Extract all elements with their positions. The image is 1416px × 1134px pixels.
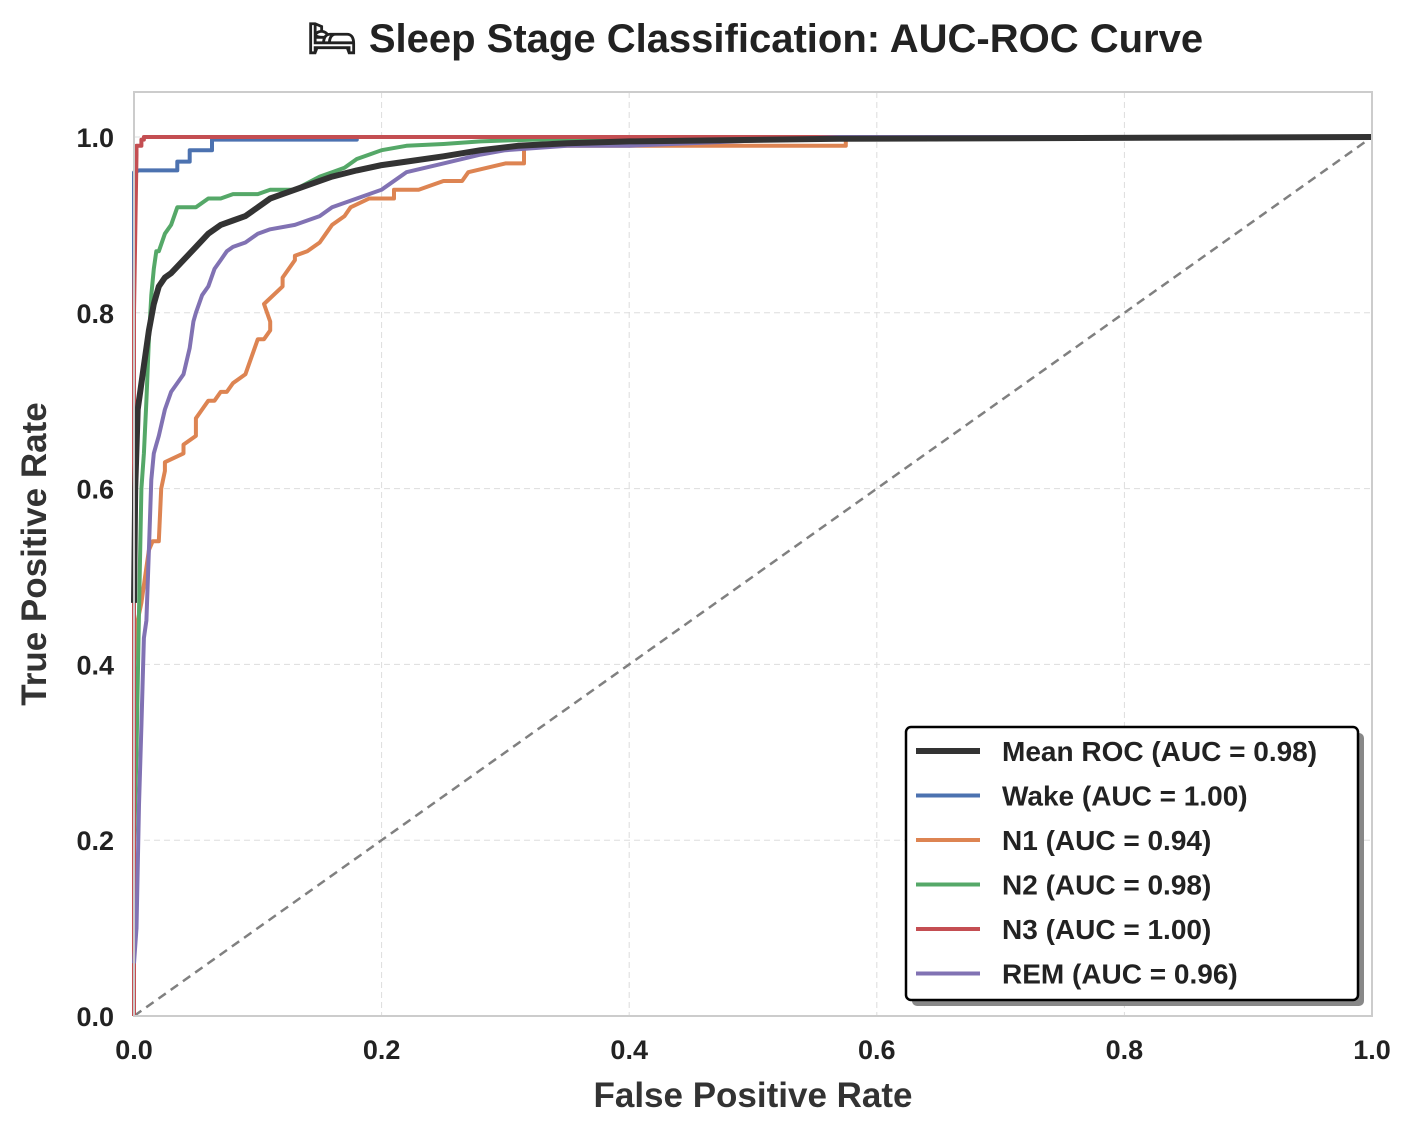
x-tick-label-4: 0.8 [1106,1035,1144,1065]
legend-label-5: REM (AUC = 0.96) [1002,959,1238,990]
y-tick-label-5: 1.0 [76,123,114,153]
x-tick-label-2: 0.4 [610,1035,648,1065]
x-axis-label: False Positive Rate [593,1076,912,1115]
y-tick-label-3: 0.6 [76,475,114,505]
x-tick-label-0: 0.0 [115,1035,153,1065]
plot-frame [133,91,1373,1017]
tick-labels: 0.0 0.2 0.4 0.6 0.8 1.0 0.0 0.2 0.4 0.6 0.8 1.0 [76,123,1390,1065]
x-tick-label-3: 0.6 [858,1035,896,1065]
chart-title: 🛏 Sleep Stage Classification: AUC-ROC Cu… [307,17,1203,61]
legend: Mean ROC (AUC = 0.98) Wake (AUC = 1.00) N1… [904,725,1364,1006]
diagonal-chance-line [133,135,1373,1018]
legend-label-2: N1 (AUC = 0.94) [1002,825,1211,856]
legend-label-0: Mean ROC (AUC = 0.98) [1002,736,1317,767]
legend-label-1: Wake (AUC = 1.00) [1002,781,1248,812]
series-line-0 [131,134,1373,603]
y-axis-label: True Positive Rate [15,402,54,705]
series-lines [131,134,1373,1016]
y-tick-label-0: 0.0 [76,1002,114,1032]
legend-label-4: N3 (AUC = 1.00) [1002,914,1211,945]
diagonal-reference [133,135,1373,1018]
legend-label-3: N2 (AUC = 0.98) [1002,870,1211,901]
y-tick-label-4: 0.8 [76,299,114,329]
y-tick-label-2: 0.4 [76,650,114,680]
x-tick-label-5: 1.0 [1353,1035,1391,1065]
legend-box [904,725,1360,1002]
series-line-5 [132,135,1372,964]
y-tick-label-1: 0.2 [76,826,114,856]
x-tick-label-1: 0.2 [363,1035,401,1065]
series-line-2 [132,135,1372,1016]
